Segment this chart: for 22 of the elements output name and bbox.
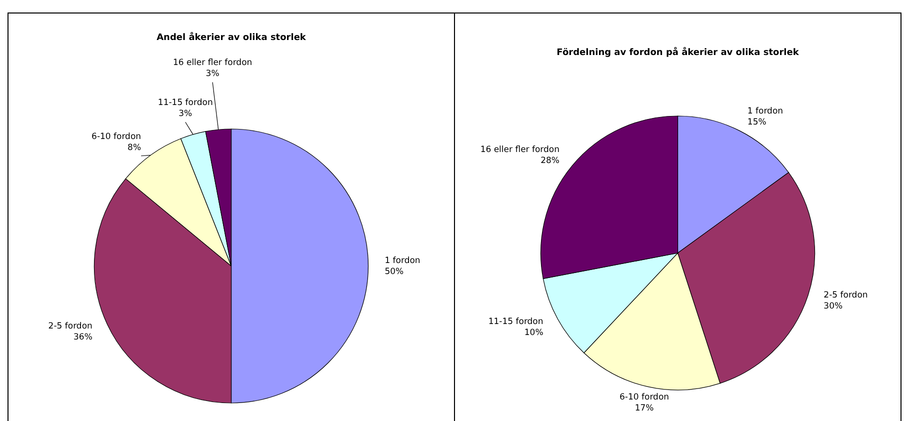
chart-title: Fördelning av fordon på åkerier av olika storlek — [556, 47, 800, 58]
slice-label: 16 eller fler fordon — [172, 58, 252, 68]
data-label: 50% — [384, 267, 404, 277]
data-label: 15% — [747, 117, 766, 128]
slice-label: 2-5 fordon — [48, 321, 92, 332]
slice-label: 11-15 fordon — [488, 316, 544, 327]
data-label: 10% — [524, 328, 544, 338]
data-label: 3% — [206, 69, 220, 80]
data-label: 3% — [178, 109, 192, 120]
data-label: 30% — [824, 301, 843, 312]
slice-label: 11-15 fordon — [158, 98, 213, 108]
slice-label: 16 eller fler fordon — [480, 145, 560, 156]
chart-title: Andel åkerier av olika storlek — [156, 32, 307, 43]
data-label: 17% — [634, 404, 654, 414]
slice-label: 2-5 fordon — [824, 290, 868, 300]
data-label: 8% — [128, 142, 142, 153]
slice-label: 1 fordon — [384, 256, 420, 266]
data-label: 28% — [540, 156, 560, 166]
data-label: 36% — [74, 332, 92, 342]
slice-label: 6-10 fordon — [92, 132, 142, 142]
slice-label: 6-10 fordon — [620, 392, 670, 403]
slice-label: 1 fordon — [747, 106, 784, 116]
